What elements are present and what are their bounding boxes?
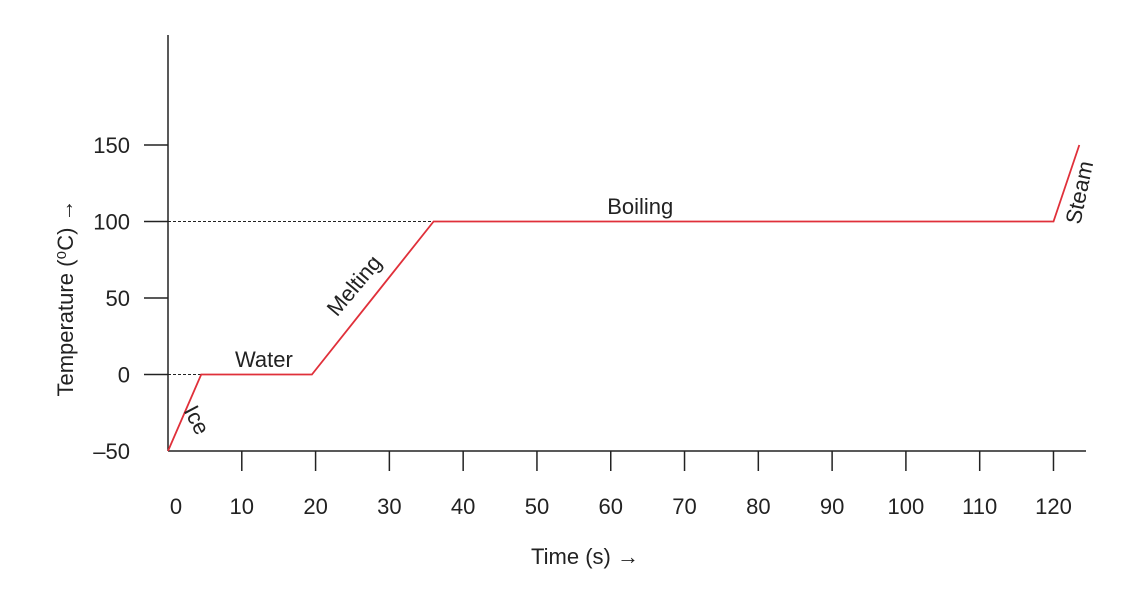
x-tick-label: 10 xyxy=(230,494,254,519)
series-group xyxy=(167,144,1081,452)
y-tick-label: 0 xyxy=(118,363,130,388)
x-tick-label: 20 xyxy=(303,494,327,519)
axes xyxy=(167,35,1086,452)
reference-lines xyxy=(168,221,434,375)
x-tick-label: 90 xyxy=(820,494,844,519)
phase-label-steam: Steam xyxy=(1061,159,1099,226)
y-tick-label: –50 xyxy=(93,439,130,464)
y-tick-label: 100 xyxy=(93,210,130,235)
x-tick-label: 120 xyxy=(1035,494,1072,519)
phase-label-ice: Ice xyxy=(179,401,215,439)
x-tick-label: 40 xyxy=(451,494,475,519)
x-tick-label: 110 xyxy=(962,494,997,519)
x-axis-title: Time (s) → xyxy=(531,544,639,569)
y-axis-title: Temperature (⁰C) → xyxy=(53,199,78,396)
x-tick-label: 70 xyxy=(672,494,696,519)
y-tick-label: 50 xyxy=(106,286,130,311)
heating-curve-line xyxy=(167,144,1081,452)
x-tick-label: 60 xyxy=(598,494,622,519)
ticks: 0 10 20 30 40 50 60 70 80 90 100 110 120 –50 0 50 100 150 xyxy=(93,133,1072,519)
phase-label-boiling: Boiling xyxy=(607,194,673,219)
annotations: Ice Water Melting Boiling Steam xyxy=(179,159,1098,439)
x-tick-label: 80 xyxy=(746,494,770,519)
y-tick-label: 150 xyxy=(93,133,130,158)
x-tick-label: 50 xyxy=(525,494,549,519)
x-tick-label: 100 xyxy=(888,494,925,519)
x-tick-label: 30 xyxy=(377,494,401,519)
phase-label-water: Water xyxy=(235,347,293,372)
x-tick-label: 0 xyxy=(170,494,182,519)
phase-label-melting: Melting xyxy=(322,250,387,320)
